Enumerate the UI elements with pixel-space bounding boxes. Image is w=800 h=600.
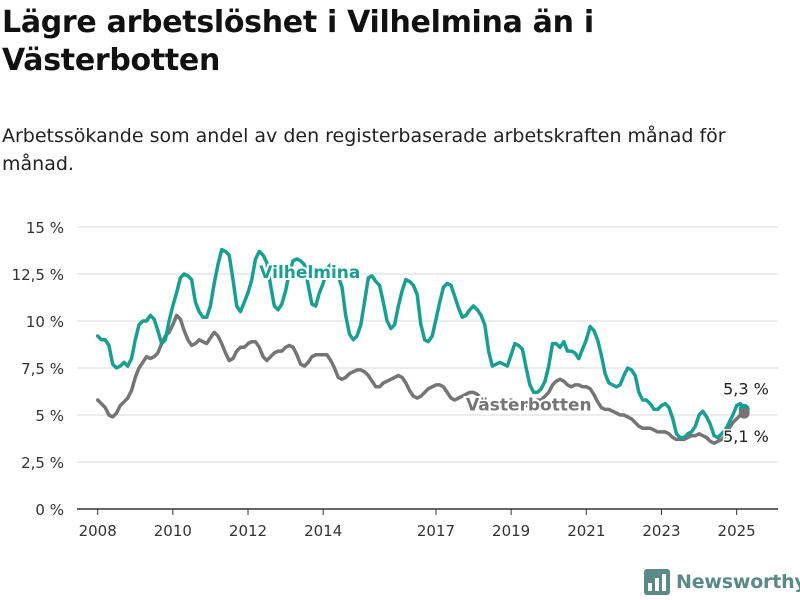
y-axis-tick-labels: 0 % 2,5 % 5 % 7,5 % 10 % 12,5 % 15 % — [12, 219, 64, 519]
brand-name: Newsworthy — [676, 571, 800, 593]
series-labels: Vilhelmina Västerbotten 5,3 % 5,1 % — [257, 261, 770, 448]
chart-subtitle: Arbetssökande som andel av den registerb… — [2, 125, 726, 175]
x-tick-label: 2014 — [304, 522, 342, 540]
series-label-västerbotten: Västerbotten — [466, 395, 592, 415]
series-line-vilhelmina — [95, 247, 746, 440]
x-tick-label: 2012 — [229, 522, 267, 540]
y-tick-label: 12,5 % — [12, 266, 64, 284]
series-line-västerbotten — [95, 313, 746, 445]
newsworthy-logo: Newsworthy — [644, 569, 800, 595]
x-axis: 2008 2010 2012 2014 2017 2019 2021 2023 2025 — [77, 508, 778, 540]
y-tick-label: 0 % — [35, 501, 64, 519]
chart-title: Lägre arbetslöshet i Vilhelmina än i Väs… — [2, 5, 594, 78]
y-tick-label: 10 % — [26, 313, 64, 331]
newsworthy-logo-icon — [644, 569, 670, 595]
y-tick-label: 15 % — [26, 219, 64, 237]
x-tick-label: 2010 — [154, 522, 192, 540]
y-tick-label: 5 % — [35, 407, 64, 425]
x-tick-label: 2021 — [567, 522, 605, 540]
x-tick-label: 2019 — [492, 522, 530, 540]
end-point-marker — [738, 407, 750, 419]
x-tick-label: 2017 — [417, 522, 455, 540]
grid-lines — [77, 226, 778, 510]
x-tick-label: 2025 — [718, 522, 756, 540]
y-tick-label: 7,5 % — [21, 360, 64, 378]
end-label-vasterbotten: 5,1 % — [723, 427, 769, 446]
series-lines — [95, 247, 750, 445]
y-tick-label: 2,5 % — [21, 454, 64, 472]
x-tick-label: 2023 — [642, 522, 680, 540]
end-label-vilhelmina: 5,3 % — [723, 379, 769, 398]
x-tick-label: 2008 — [79, 522, 117, 540]
series-label-vilhelmina: Vilhelmina — [259, 263, 360, 283]
